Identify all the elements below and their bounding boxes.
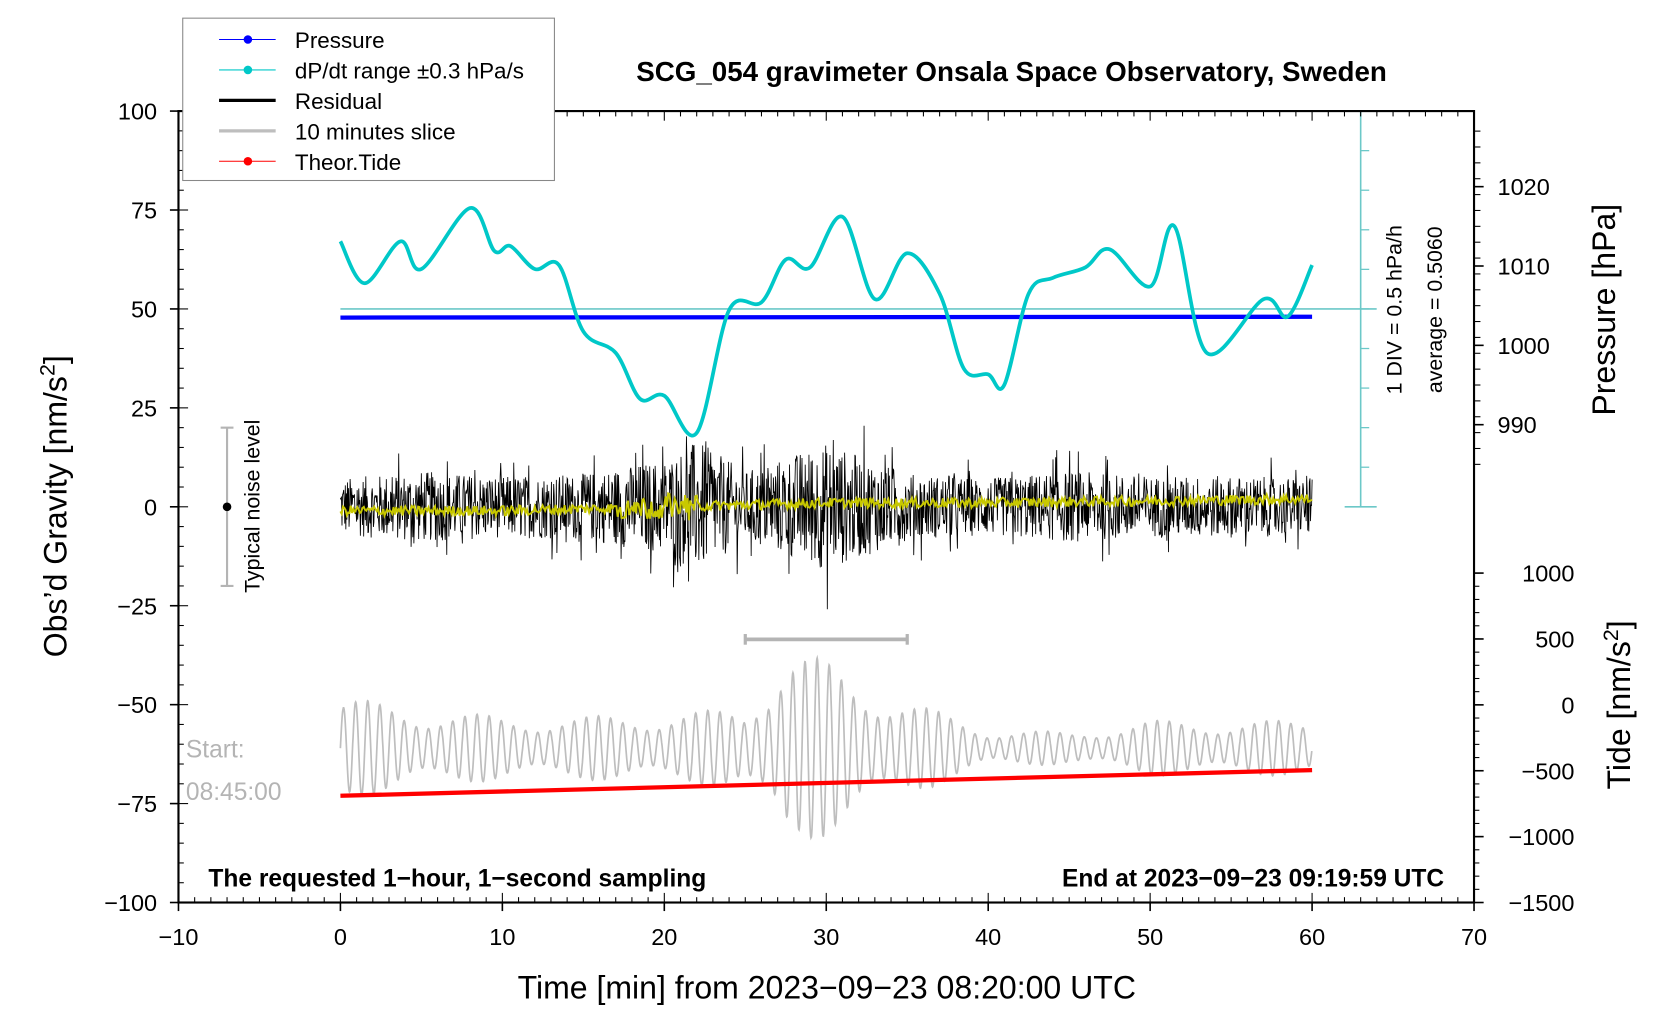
x-axis-title: Time [min] from 2023−09−23 08:20:00 UTC [518, 970, 1136, 1006]
tide-series-line [340, 767, 1313, 798]
pressure-tick-label: 1010 [1498, 254, 1550, 280]
x-tick-label: 20 [651, 924, 677, 950]
y-tick-label: −75 [117, 791, 157, 817]
residual-series-line [339, 425, 1313, 610]
start-time: 08:45:00 [186, 779, 282, 806]
x-tick-label: 0 [334, 924, 347, 950]
y-tick-label: 100 [118, 99, 157, 125]
legend-entry: Pressure [219, 28, 385, 53]
noise-level-dot [222, 502, 232, 512]
y-tick-label: −100 [104, 890, 157, 916]
pressure-axis-title: Pressure [hPa] [1586, 204, 1622, 416]
residual-smoothed-line [339, 491, 1313, 521]
tide-tick-label: 500 [1535, 627, 1574, 653]
plot-layer [220, 110, 1377, 841]
legend-label: 10 minutes slice [295, 119, 456, 144]
legend-label: Residual [295, 89, 382, 114]
tide-tick-label: −1500 [1508, 890, 1574, 916]
x-tick-label: 30 [813, 924, 839, 950]
legend-entry: dP/dt range ±0.3 hPa/s [219, 59, 524, 84]
start-label: Start: [186, 736, 245, 763]
dpdt-average-label: average = 0.5060 [1423, 226, 1447, 393]
x-tick-label: 50 [1137, 924, 1163, 950]
pressure-tick-label: 1000 [1498, 333, 1550, 359]
y-tick-label: 0 [144, 494, 157, 520]
x-tick-label: 60 [1299, 924, 1325, 950]
legend-swatch-marker [243, 157, 253, 166]
legend-label: Pressure [295, 28, 385, 53]
legend-label: Theor.Tide [295, 150, 401, 175]
y-tick-label: −50 [117, 692, 157, 718]
pressure-series-line [340, 314, 1313, 320]
y-tick-label: 25 [131, 395, 157, 421]
noise-level-label: Typical noise level [241, 420, 265, 593]
tide-tick-label: −500 [1522, 758, 1575, 784]
legend-entry: Residual [219, 89, 382, 114]
pressure-tick-label: 990 [1498, 412, 1537, 438]
ticks-layer: −10 0 10 20 30 40 50 60 701007550250−25−50−75−10… [104, 99, 1574, 951]
legend-label: dP/dt range ±0.3 hPa/s [295, 59, 524, 84]
chart-title: SCG_054 gravimeter Onsala Space Observat… [636, 56, 1387, 87]
y-tick-label: −25 [117, 593, 157, 619]
x-tick-label: −10 [159, 924, 199, 950]
y-axis-title: Obs’d Gravity [nm/s2] [35, 355, 73, 657]
legend-entry: Theor.Tide [219, 150, 401, 175]
pressure-tick-label: 1020 [1498, 174, 1550, 200]
dpdt-div-label: 1 DIV = 0.5 hPa/h [1382, 225, 1406, 394]
tide-tick-label: 1000 [1522, 561, 1574, 587]
x-tick-label: 40 [975, 924, 1001, 950]
legend: Pressure dP/dt range ±0.3 hPa/s Residual 10… [182, 17, 555, 182]
dpdt-series-line [338, 206, 1314, 438]
bottom-left-note: The requested 1−hour, 1−second sampling [208, 865, 706, 892]
y-tick-label: 50 [131, 296, 157, 322]
x-tick-label: 70 [1461, 924, 1487, 950]
tide-tick-label: 0 [1561, 692, 1574, 718]
legend-swatch-marker [243, 35, 253, 44]
bottom-right-note: End at 2023−09−23 09:19:59 UTC [1062, 865, 1444, 892]
tide-axis-title: Tide [nm/s2] [1599, 620, 1637, 789]
legend-swatch-marker [243, 65, 253, 75]
y-tick-label: 75 [131, 198, 157, 224]
legend-entry: 10 minutes slice [219, 119, 456, 144]
x-tick-label: 10 [489, 924, 515, 950]
slice-series-line [339, 654, 1313, 841]
tide-tick-label: −1000 [1508, 824, 1574, 850]
